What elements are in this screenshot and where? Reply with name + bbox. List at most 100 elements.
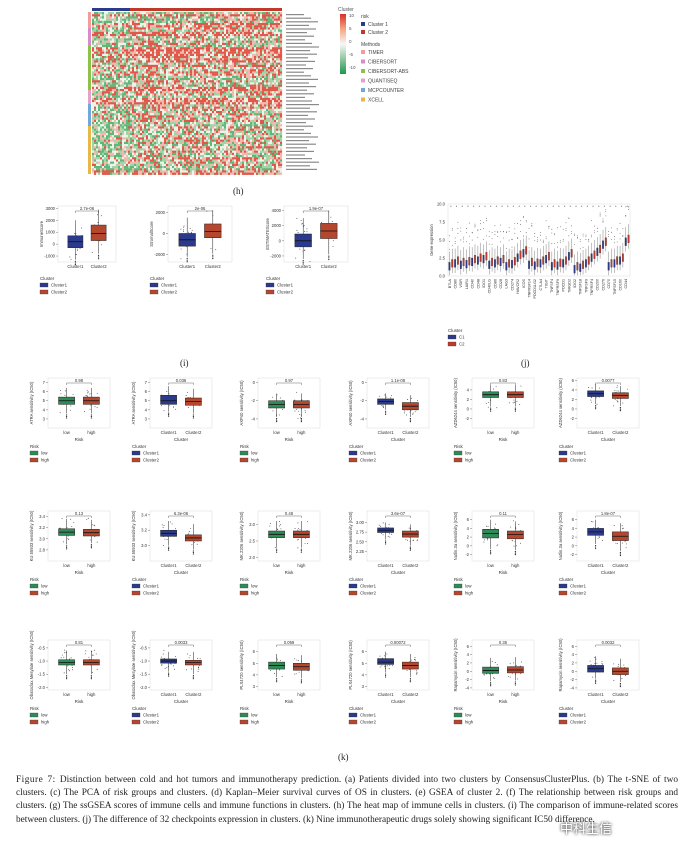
heatmap-cell [116, 64, 119, 68]
heatmap-cell [120, 38, 123, 41]
heatmap-cell [104, 51, 107, 54]
heatmap-cell [100, 113, 103, 116]
heatmap-cell [152, 45, 155, 48]
heatmap-cell [220, 34, 223, 37]
heatmap-cell [270, 84, 273, 87]
heatmap-cell [256, 106, 259, 109]
heatmap-cell [148, 60, 151, 63]
heatmap-cell [102, 20, 105, 24]
heatmap-cell [126, 36, 129, 39]
heatmap-cell [164, 23, 167, 26]
heatmap-cell [106, 47, 109, 50]
heatmap-cell [96, 45, 99, 48]
heatmap-cell [256, 102, 259, 105]
heatmap-cell [176, 84, 179, 87]
heatmap-cell [216, 23, 219, 26]
heatmap-cell [176, 14, 179, 17]
heatmap-cell [114, 75, 117, 79]
heatmap-cell [244, 16, 247, 19]
heatmap-cell [188, 106, 191, 109]
heatmap-cell [192, 14, 195, 17]
heatmap-cell [152, 75, 155, 79]
heatmap-cell [134, 12, 137, 15]
heatmap-cell [154, 97, 157, 101]
heatmap-cell [190, 95, 193, 98]
heatmap-cell [128, 108, 131, 112]
heatmap-cell [92, 14, 95, 17]
heatmap-cell [108, 102, 111, 105]
heatmap-cell [224, 29, 227, 32]
heatmap-cell [192, 67, 195, 70]
heatmap-cell [160, 64, 163, 68]
heatmap-cell [246, 36, 249, 39]
heatmap-cell [176, 102, 179, 105]
heatmap-cell [180, 20, 183, 24]
heatmap-cell [220, 93, 223, 96]
heatmap-cell [174, 58, 177, 61]
heatmap-cell [216, 122, 219, 125]
heatmap-cell [244, 106, 247, 109]
heatmap-cell [238, 73, 241, 76]
heatmap-cell [108, 49, 111, 52]
heatmap-cell [184, 42, 187, 46]
heatmap-cell [212, 51, 215, 54]
heatmap-cell [158, 102, 161, 105]
heatmap-cell [98, 36, 101, 39]
heatmap-cell [126, 27, 129, 30]
heatmap-cell [154, 56, 157, 59]
heatmap-cell [242, 38, 245, 41]
heatmap-cell [92, 126, 95, 129]
heatmap-cell [188, 78, 191, 81]
heatmap-cell [172, 73, 175, 76]
heatmap-cell [222, 23, 225, 26]
heatmap-cell [236, 75, 239, 79]
heatmap-cell [224, 111, 227, 114]
heatmap-cell [208, 47, 211, 50]
heatmap-cell [106, 78, 109, 81]
heatmap-cell [126, 16, 129, 19]
heatmap-cell [210, 124, 213, 127]
heatmap-cell [100, 12, 103, 15]
heatmap-cell [94, 102, 97, 105]
heatmap-cell [274, 60, 277, 63]
heatmap-cell [194, 29, 197, 32]
heatmap-cell [92, 75, 95, 79]
heatmap-cell [232, 104, 235, 107]
heatmap-cell [228, 40, 231, 43]
heatmap-cell [158, 27, 161, 30]
heatmap-method-bar [88, 12, 91, 28]
heatmap-cell [186, 95, 189, 98]
heatmap-cell [140, 113, 143, 116]
heatmap-cell [268, 56, 271, 59]
heatmap-cell [246, 86, 249, 90]
heatmap-cell [136, 97, 139, 101]
heatmap-cell [194, 71, 197, 74]
heatmap-cell [122, 47, 125, 50]
heatmap-cell [256, 18, 259, 21]
heatmap-cell [184, 51, 187, 54]
heatmap-cell [218, 60, 221, 63]
heatmap-cell [126, 58, 129, 61]
heatmap-cell [146, 34, 149, 37]
heatmap-cell [96, 102, 99, 105]
heatmap-cell [162, 104, 165, 107]
heatmap-cell [170, 20, 173, 24]
heatmap-cell [250, 122, 253, 125]
heatmap-cell [208, 42, 211, 46]
heatmap-cell [160, 80, 163, 83]
heatmap-cell [278, 64, 281, 68]
heatmap-cell [240, 91, 243, 94]
heatmap-cell [262, 60, 265, 63]
heatmap-cell [112, 36, 115, 39]
heatmap-cell [130, 69, 133, 72]
heatmap-cell [152, 27, 155, 30]
heatmap-cell [262, 117, 265, 120]
heatmap-cell [106, 14, 109, 17]
heatmap-cell [202, 34, 205, 37]
heatmap-cell [234, 69, 237, 72]
heatmap-cell [92, 89, 95, 92]
heatmap-cell [92, 100, 95, 103]
heatmap-cell [106, 91, 109, 94]
heatmap-cell [98, 115, 101, 118]
heatmap-cell [216, 40, 219, 43]
